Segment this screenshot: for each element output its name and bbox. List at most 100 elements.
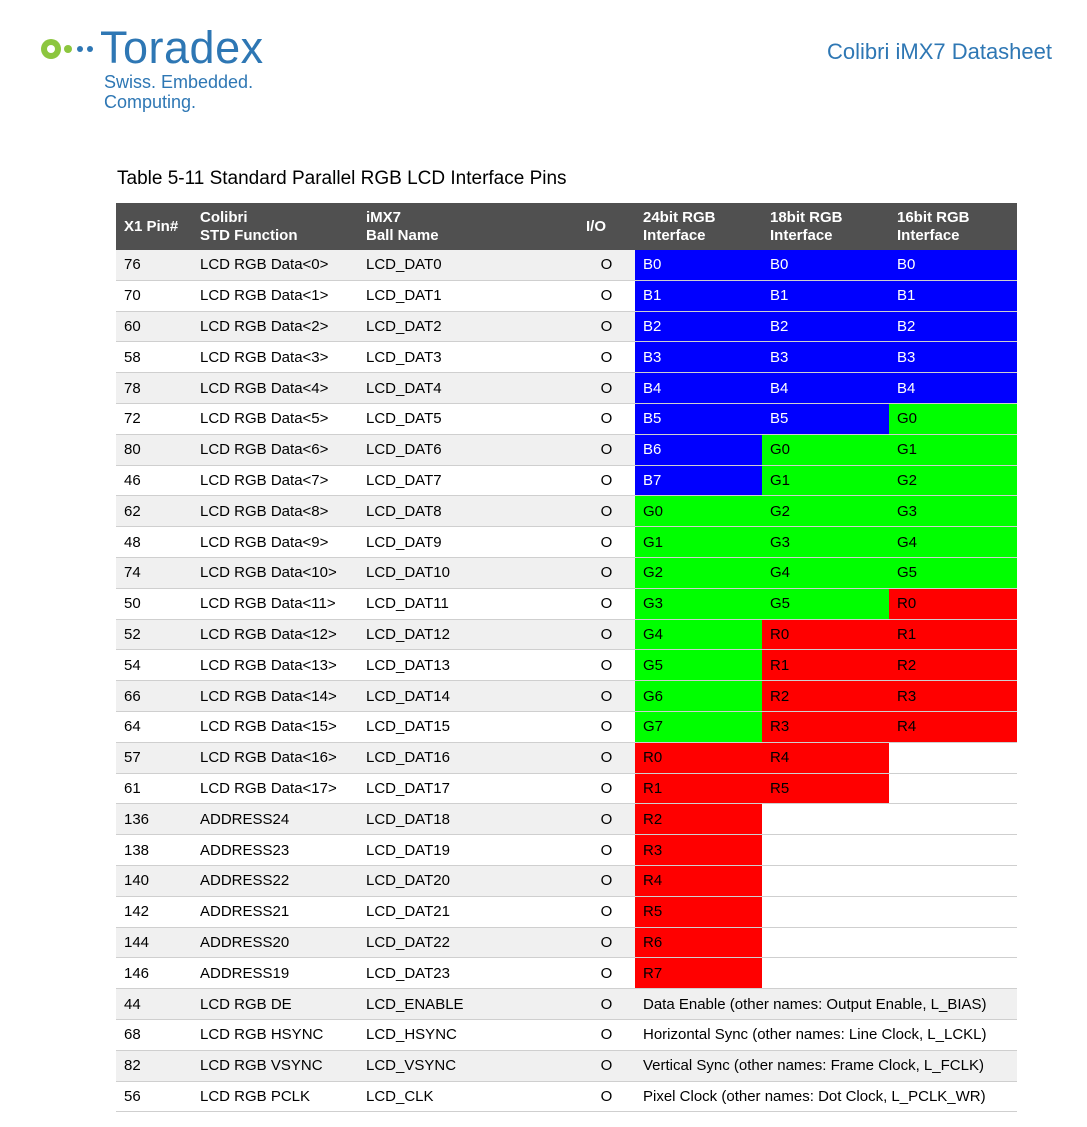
cell-rgb16: B1 (889, 280, 1017, 312)
cell-rgb16: G5 (889, 557, 1017, 589)
table-row: 46 LCD RGB Data<7> LCD_DAT7 O B7 G1 G2 (116, 465, 1017, 497)
cell-io: O (578, 865, 635, 897)
cell-rgb24: R4 (635, 865, 762, 897)
cell-io: O (578, 803, 635, 836)
table-row: 76 LCD RGB Data<0> LCD_DAT0 O B0 B0 B0 (116, 250, 1017, 281)
cell-ball-name: LCD_DAT14 (358, 680, 578, 712)
cell-ball-name: LCD_DAT19 (358, 834, 578, 866)
cell-pin: 70 (116, 280, 192, 312)
cell-pin: 60 (116, 311, 192, 343)
cell-io: O (578, 465, 635, 497)
col-header-io: I/O (578, 203, 635, 250)
cell-pin: 58 (116, 341, 192, 374)
cell-rgb24: B1 (635, 280, 762, 312)
cell-rgb18: R1 (762, 649, 889, 682)
col-header-ball-name: iMX7 Ball Name (358, 203, 578, 250)
cell-rgb16: G3 (889, 495, 1017, 528)
cell-rgb16: R2 (889, 649, 1017, 682)
cell-ball-name: LCD_DAT17 (358, 773, 578, 805)
cell-io: O (578, 742, 635, 774)
cell-ball-name: LCD_DAT6 (358, 434, 578, 466)
cell-pin: 72 (116, 403, 192, 435)
cell-rgb18: B2 (762, 311, 889, 343)
cell-rgb24: B3 (635, 341, 762, 374)
cell-rgb24: R5 (635, 896, 762, 928)
cell-ball-name: LCD_DAT16 (358, 742, 578, 774)
cell-ball-name: LCD_VSYNC (358, 1050, 578, 1082)
table-row: 48 LCD RGB Data<9> LCD_DAT9 O G1 G3 G4 (116, 526, 1017, 558)
cell-pin: 62 (116, 495, 192, 528)
cell-rgb18: B0 (762, 250, 889, 281)
cell-pin: 78 (116, 372, 192, 404)
cell-pin: 140 (116, 865, 192, 897)
cell-rgb24: B7 (635, 465, 762, 497)
cell-pin: 54 (116, 649, 192, 682)
cell-rgb18: B3 (762, 341, 889, 374)
cell-ball-name: LCD_DAT4 (358, 372, 578, 404)
cell-rgb24: R6 (635, 927, 762, 959)
cell-function: ADDRESS23 (192, 834, 358, 866)
cell-description: Horizontal Sync (other names: Line Clock… (635, 1019, 1017, 1051)
cell-function: LCD RGB Data<5> (192, 403, 358, 435)
cell-rgb24: G5 (635, 649, 762, 682)
table-row: 136 ADDRESS24 LCD_DAT18 O R2 (116, 803, 1017, 836)
cell-io: O (578, 280, 635, 312)
cell-pin: 57 (116, 742, 192, 774)
cell-rgb16 (889, 927, 1017, 959)
cell-pin: 144 (116, 927, 192, 959)
cell-rgb24: R1 (635, 773, 762, 805)
cell-ball-name: LCD_DAT7 (358, 465, 578, 497)
table-row: 144 ADDRESS20 LCD_DAT22 O R6 (116, 927, 1017, 959)
cell-rgb18 (762, 896, 889, 928)
cell-description: Vertical Sync (other names: Frame Clock,… (635, 1050, 1017, 1082)
cell-io: O (578, 680, 635, 712)
cell-io: O (578, 588, 635, 620)
logo-tagline: Swiss. Embedded. Computing. (104, 72, 254, 112)
cell-rgb24: G0 (635, 495, 762, 528)
cell-rgb16: B4 (889, 372, 1017, 404)
cell-pin: 44 (116, 988, 192, 1020)
table-row: 52 LCD RGB Data<12> LCD_DAT12 O G4 R0 R1 (116, 619, 1017, 651)
cell-rgb18: B4 (762, 372, 889, 404)
col-header-function: Colibri STD Function (192, 203, 358, 250)
table-row: 44 LCD RGB DE LCD_ENABLE O Data Enable (othe… (116, 988, 1017, 1020)
cell-rgb24: B4 (635, 372, 762, 404)
cell-rgb16: B2 (889, 311, 1017, 343)
cell-rgb16: B0 (889, 250, 1017, 281)
cell-ball-name: LCD_DAT1 (358, 280, 578, 312)
cell-io: O (578, 341, 635, 374)
cell-pin: 76 (116, 250, 192, 281)
cell-pin: 64 (116, 711, 192, 743)
cell-io: O (578, 927, 635, 959)
table-row: 50 LCD RGB Data<11> LCD_DAT11 O G3 G5 R0 (116, 588, 1017, 620)
cell-ball-name: LCD_DAT15 (358, 711, 578, 743)
logo-dots-icon (41, 39, 93, 59)
cell-pin: 48 (116, 526, 192, 558)
cell-io: O (578, 1050, 635, 1082)
cell-pin: 136 (116, 803, 192, 836)
col-header-18bit: 18bit RGB Interface (762, 203, 889, 250)
cell-pin: 80 (116, 434, 192, 466)
cell-ball-name: LCD_DAT13 (358, 649, 578, 682)
table-row: 68 LCD RGB HSYNC LCD_HSYNC O Horizontal Sync… (116, 1019, 1017, 1051)
table-row: 64 LCD RGB Data<15> LCD_DAT15 O G7 R3 R4 (116, 711, 1017, 743)
cell-function: LCD RGB Data<11> (192, 588, 358, 620)
cell-function: ADDRESS24 (192, 803, 358, 836)
table-row: 60 LCD RGB Data<2> LCD_DAT2 O B2 B2 B2 (116, 311, 1017, 343)
cell-io: O (578, 557, 635, 589)
cell-io: O (578, 773, 635, 805)
cell-pin: 146 (116, 957, 192, 990)
cell-ball-name: LCD_CLK (358, 1081, 578, 1113)
table-row: 78 LCD RGB Data<4> LCD_DAT4 O B4 B4 B4 (116, 372, 1017, 404)
cell-function: LCD RGB Data<8> (192, 495, 358, 528)
cell-function: ADDRESS19 (192, 957, 358, 990)
cell-io: O (578, 896, 635, 928)
cell-rgb18: G0 (762, 434, 889, 466)
cell-function: LCD RGB Data<3> (192, 341, 358, 374)
table-row: 140 ADDRESS22 LCD_DAT20 O R4 (116, 865, 1017, 897)
cell-function: LCD RGB Data<6> (192, 434, 358, 466)
cell-rgb24: B2 (635, 311, 762, 343)
table-row: 61 LCD RGB Data<17> LCD_DAT17 O R1 R5 (116, 773, 1017, 805)
cell-function: LCD RGB PCLK (192, 1081, 358, 1113)
cell-io: O (578, 250, 635, 281)
